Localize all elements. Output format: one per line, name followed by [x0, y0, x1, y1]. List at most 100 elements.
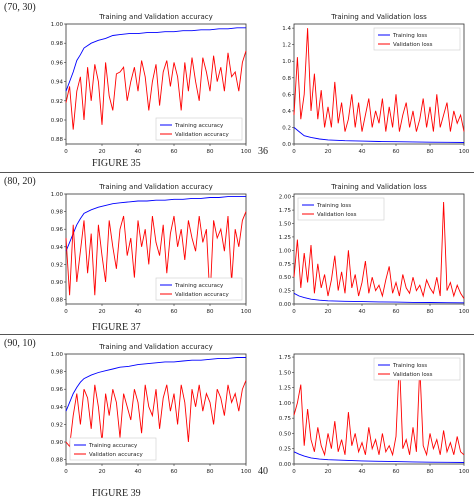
y-tick-label: 0.94 [51, 405, 64, 411]
y-tick-label: 0.96 [51, 60, 64, 66]
plot-frame [65, 193, 247, 305]
x-tick-label: 60 [393, 309, 400, 315]
y-tick-label: 0.25 [279, 289, 292, 295]
x-tick-label: 100 [241, 309, 252, 315]
legend-box [373, 357, 461, 381]
x-tick-label: 0 [292, 149, 296, 155]
figure-caption: FIGURE 39 [92, 488, 141, 499]
accuracy-chart-70-30: Training and Validation accuracy 0.88 0.90… [51, 13, 252, 155]
loss-chart-70-30: Training and Validation loss 0.0 0.2 0.4 0.6… [282, 13, 469, 155]
series-line-training [65, 27, 246, 92]
loss-chart-80-20: Training and Validation loss 0.00 0.25 0.50… [279, 183, 470, 315]
plot-frame [293, 193, 465, 305]
legend-label: Training loss [392, 33, 427, 39]
x-tick-label: 0 [64, 309, 68, 315]
y-tick-label: 0.4 [282, 109, 291, 115]
y-tick-label: 0.2 [282, 125, 291, 131]
y-tick-label: 0.92 [51, 99, 63, 105]
series-line-training [293, 127, 465, 143]
y-tick-label: 0.75 [279, 262, 292, 268]
y-tick-label: 0.98 [51, 210, 64, 216]
loss-chart-90-10: 0.00 0.25 0.50 0.75 1.00 1.25 1.50 1.75 0 20 40 60 8… [279, 353, 470, 475]
y-tick-label: 1.75 [279, 208, 292, 214]
legend-label: Validation accuracy [175, 132, 229, 138]
x-tick-label: 40 [135, 309, 142, 315]
y-tick-label: 0.98 [51, 370, 64, 376]
legend-label: Validation loss [393, 372, 433, 378]
y-tick-label: 1.50 [279, 370, 292, 376]
x-tick-label: 20 [99, 149, 106, 155]
y-tick-label: 0.90 [51, 440, 64, 446]
legend-label: Validation accuracy [89, 452, 143, 458]
x-tick-label: 100 [459, 469, 470, 475]
y-tick-label: 0.00 [279, 462, 292, 468]
y-tick-label: 0.94 [51, 245, 64, 251]
row-label: (90, 10) [4, 338, 36, 349]
legend-label: Training loss [392, 363, 427, 369]
series-line-validation [65, 380, 247, 448]
series-line-validation [65, 50, 247, 130]
x-tick-label: 80 [427, 309, 434, 315]
x-tick-label: 80 [427, 149, 434, 155]
y-tick-label: 0.90 [51, 280, 64, 286]
legend-label: Training accuracy [88, 443, 138, 449]
legend-label: Validation loss [393, 42, 433, 48]
x-tick-label: 20 [325, 309, 332, 315]
y-tick-label: 0.88 [51, 458, 64, 464]
y-tick-label: 0.8 [282, 76, 291, 82]
y-tick-label: 0.25 [279, 447, 292, 453]
x-tick-label: 20 [99, 309, 106, 315]
x-tick-label: 60 [393, 469, 400, 475]
row-divider [0, 334, 474, 335]
x-tick-label: 40 [359, 149, 366, 155]
legend-label: Training accuracy [174, 123, 224, 129]
series-line-validation [65, 211, 247, 300]
x-tick-label: 100 [241, 469, 252, 475]
x-tick-label: 60 [171, 149, 178, 155]
page-number: 36 [258, 146, 268, 157]
y-tick-label: 1.50 [279, 222, 292, 228]
row-divider [0, 172, 474, 173]
figure-caption: FIGURE 35 [92, 158, 141, 169]
x-tick-label: 40 [359, 309, 366, 315]
y-tick-label: 0.50 [279, 275, 292, 281]
chart-title: Training and Validation loss [330, 13, 427, 21]
legend-box [155, 117, 243, 141]
y-tick-label: 1.25 [279, 235, 292, 241]
y-tick-label: 0.96 [51, 227, 64, 233]
plot-frame [293, 353, 465, 465]
series-line-validation [293, 28, 465, 132]
y-tick-label: 0.0 [282, 142, 291, 148]
x-tick-label: 80 [207, 149, 214, 155]
y-tick-label: 0.00 [279, 302, 292, 308]
x-tick-label: 0 [64, 469, 68, 475]
x-tick-label: 20 [325, 469, 332, 475]
x-tick-label: 20 [99, 469, 106, 475]
x-tick-label: 0 [292, 469, 296, 475]
legend-box [69, 437, 157, 461]
series-line-validation [293, 201, 465, 299]
legend-label: Validation accuracy [175, 292, 229, 298]
y-tick-label: 0.88 [51, 298, 64, 304]
x-tick-label: 80 [207, 469, 214, 475]
legend-box [297, 197, 385, 221]
y-tick-label: 0.96 [51, 387, 64, 393]
legend-label: Validation loss [317, 212, 357, 218]
series-line-validation [293, 360, 465, 457]
y-tick-label: 0.88 [51, 137, 64, 143]
y-tick-label: 1.00 [51, 22, 64, 28]
x-tick-label: 80 [207, 309, 214, 315]
x-tick-label: 0 [292, 309, 296, 315]
x-tick-label: 0 [64, 149, 68, 155]
accuracy-chart-80-20: Training and Validation accuracy 0.88 0.90… [51, 183, 252, 315]
series-line-training [65, 196, 246, 252]
figure-caption: FIGURE 37 [92, 322, 141, 333]
page-number: 40 [258, 466, 268, 477]
accuracy-chart-90-10: Training and Validation accuracy 0.88 0.90… [51, 343, 252, 475]
plot-frame [293, 23, 465, 145]
plot-frame [65, 23, 247, 145]
x-tick-label: 60 [171, 469, 178, 475]
y-tick-label: 0.92 [51, 262, 63, 268]
series-line-training [293, 292, 465, 304]
legend-box [373, 27, 461, 51]
